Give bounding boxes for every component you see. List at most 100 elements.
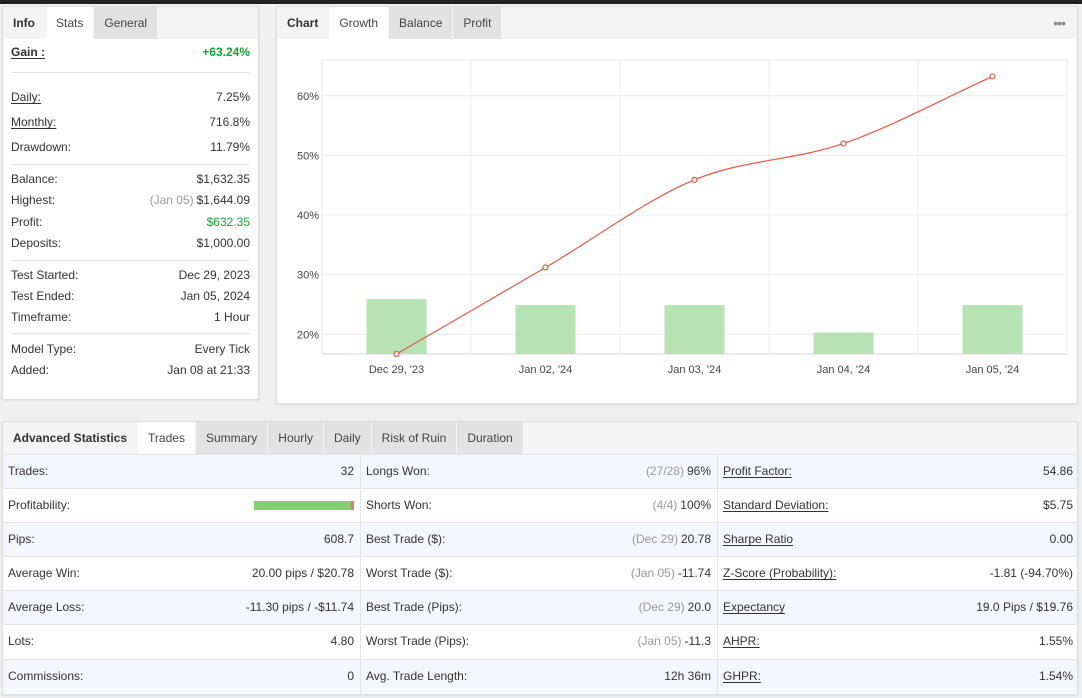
- stat-worst-trade-pips: Worst Trade (Pips): (Jan 05) -11.3: [360, 625, 717, 659]
- more-dots-icon[interactable]: •••: [1053, 15, 1066, 31]
- tab-hourly[interactable]: Hourly: [268, 422, 323, 454]
- top-bar: [0, 0, 1082, 4]
- stat-value: 4.80: [330, 634, 354, 648]
- stat-expectancy: Expectancy 19.0 Pips / $19.76: [717, 591, 1079, 625]
- stat-value: 54.86: [1042, 464, 1073, 478]
- plot-area: [321, 59, 1068, 355]
- data-point: [393, 350, 400, 358]
- info-row-highest: Highest: (Jan 05) $1,644.09: [11, 190, 250, 211]
- stat-number: 20.78: [680, 532, 711, 546]
- stat-label: Best Trade (Pips):: [366, 600, 463, 614]
- tab-chart[interactable]: Chart: [277, 7, 329, 39]
- stat-label: Longs Won:: [366, 464, 430, 478]
- tab-risk-of-ruin[interactable]: Risk of Ruin: [371, 422, 457, 454]
- info-row-test-ended: Test Ended: Jan 05, 2024: [11, 286, 250, 307]
- stat-value: 19.0 Pips / $19.76: [976, 600, 1073, 614]
- added-value: Jan 08 at 21:33: [167, 363, 250, 377]
- stat-note: (Jan 05): [630, 566, 675, 580]
- advanced-statistics-panel: Advanced Statistics Trades Summary Hourl…: [2, 421, 1078, 695]
- monthly-label[interactable]: Monthly:: [11, 115, 57, 129]
- tab-stats[interactable]: Stats: [46, 7, 94, 39]
- stat-value: -1.81 (-94.70%): [989, 566, 1073, 580]
- tab-growth[interactable]: Growth: [329, 7, 389, 39]
- tab-summary[interactable]: Summary: [195, 422, 268, 454]
- stat-avg-trade-length: Avg. Trade Length: 12h 36m: [360, 660, 717, 694]
- profitability-loss-fill: [351, 501, 354, 510]
- stat-label[interactable]: AHPR:: [723, 634, 760, 648]
- stat-label: Lots:: [8, 634, 35, 648]
- monthly-value: 716.8%: [209, 115, 250, 129]
- balance-value: $1,632.35: [196, 172, 250, 186]
- tab-duration[interactable]: Duration: [457, 422, 523, 454]
- stat-value: (Jan 05) -11.74: [631, 557, 711, 590]
- bar: [515, 305, 576, 354]
- stat-label: Worst Trade (Pips):: [366, 634, 470, 648]
- stat-worst-trade-dollar: Worst Trade ($): (Jan 05) -11.74: [360, 557, 717, 591]
- info-row-monthly: Monthly: 716.8%: [11, 112, 250, 133]
- highest-date: (Jan 05): [149, 193, 194, 207]
- y-tick-label: 30%: [297, 270, 319, 282]
- info-panel: Info Stats General Gain : +63.24% Daily:…: [2, 6, 259, 400]
- stat-label[interactable]: Z-Score (Probability):: [723, 566, 837, 580]
- test-started-label: Test Started:: [11, 268, 79, 282]
- x-tick-label: Dec 29, '23: [369, 364, 424, 376]
- x-tick-label: Jan 03, '24: [668, 364, 721, 376]
- stat-label: Profitability:: [8, 498, 71, 512]
- daily-label[interactable]: Daily:: [11, 90, 42, 104]
- stat-label[interactable]: Sharpe Ratio: [723, 532, 794, 546]
- stat-note: (4/4): [652, 498, 678, 512]
- stat-label: Avg. Trade Length:: [366, 669, 468, 683]
- y-tick-label: 50%: [297, 150, 319, 162]
- stat-value: 0.00: [1049, 532, 1073, 546]
- stat-note: (27/28): [645, 464, 684, 478]
- stat-profit-factor: Profit Factor: 54.86: [717, 455, 1079, 489]
- stat-number: -11.3: [684, 634, 711, 648]
- stat-label[interactable]: Standard Deviation:: [723, 498, 829, 512]
- data-point: [989, 73, 996, 80]
- stat-value: -11.30 pips / -$11.74: [245, 600, 354, 614]
- tab-info[interactable]: Info: [3, 7, 45, 39]
- tab-balance[interactable]: Balance: [389, 7, 453, 39]
- tabs-spacer: [522, 422, 1077, 454]
- stat-label[interactable]: GHPR:: [723, 669, 762, 683]
- stat-label: Average Win:: [8, 566, 80, 580]
- stat-trades: Trades: 32: [3, 455, 360, 489]
- tab-advanced-statistics[interactable]: Advanced Statistics: [3, 422, 138, 454]
- added-label: Added:: [11, 363, 50, 377]
- stat-value: 32: [340, 464, 354, 478]
- stat-label[interactable]: Profit Factor:: [723, 464, 792, 478]
- info-row-profit: Profit: $632.35: [11, 212, 250, 233]
- test-started-value: Dec 29, 2023: [178, 268, 250, 282]
- info-row-daily: Daily: 7.25%: [11, 87, 250, 108]
- tab-daily[interactable]: Daily: [323, 422, 371, 454]
- tab-profit[interactable]: Profit: [453, 7, 502, 39]
- stat-number: 96%: [686, 464, 711, 478]
- test-ended-label: Test Ended:: [11, 289, 75, 303]
- tab-general[interactable]: General: [94, 7, 158, 39]
- info-row-deposits: Deposits: $1,000.00: [11, 233, 250, 254]
- stats-row: Average Win: 20.00 pips / $20.78 Worst T…: [3, 556, 1079, 591]
- stat-sharpe-ratio: Sharpe Ratio 0.00: [717, 523, 1079, 557]
- bar: [664, 305, 725, 354]
- stat-average-win: Average Win: 20.00 pips / $20.78: [3, 557, 360, 591]
- y-tick-label: 60%: [297, 91, 319, 103]
- stat-z-score: Z-Score (Probability): -1.81 (-94.70%): [717, 557, 1079, 591]
- stat-value: $5.75: [1042, 498, 1073, 512]
- stat-standard-deviation: Standard Deviation: $5.75: [717, 489, 1079, 523]
- deposits-value: $1,000.00: [196, 236, 250, 250]
- stats-row: Trades: 32 Longs Won: (27/28) 96% Profit …: [3, 454, 1079, 489]
- stat-label: Worst Trade ($):: [366, 566, 453, 580]
- divider: [11, 333, 250, 334]
- stat-value: 20.00 pips / $20.78: [251, 566, 354, 580]
- stat-label: Pips:: [8, 532, 35, 546]
- stat-label[interactable]: Expectancy: [723, 600, 786, 614]
- bar: [366, 299, 427, 354]
- tab-trades[interactable]: Trades: [138, 422, 195, 454]
- drawdown-value: 11.79%: [210, 140, 250, 154]
- stat-value: 608.7: [323, 532, 354, 546]
- gain-label[interactable]: Gain :: [11, 45, 46, 59]
- stat-label: Shorts Won:: [366, 498, 432, 512]
- profitability-win-fill: [254, 501, 351, 510]
- y-tick-label: 40%: [297, 210, 319, 222]
- stat-label: Commissions:: [8, 669, 84, 683]
